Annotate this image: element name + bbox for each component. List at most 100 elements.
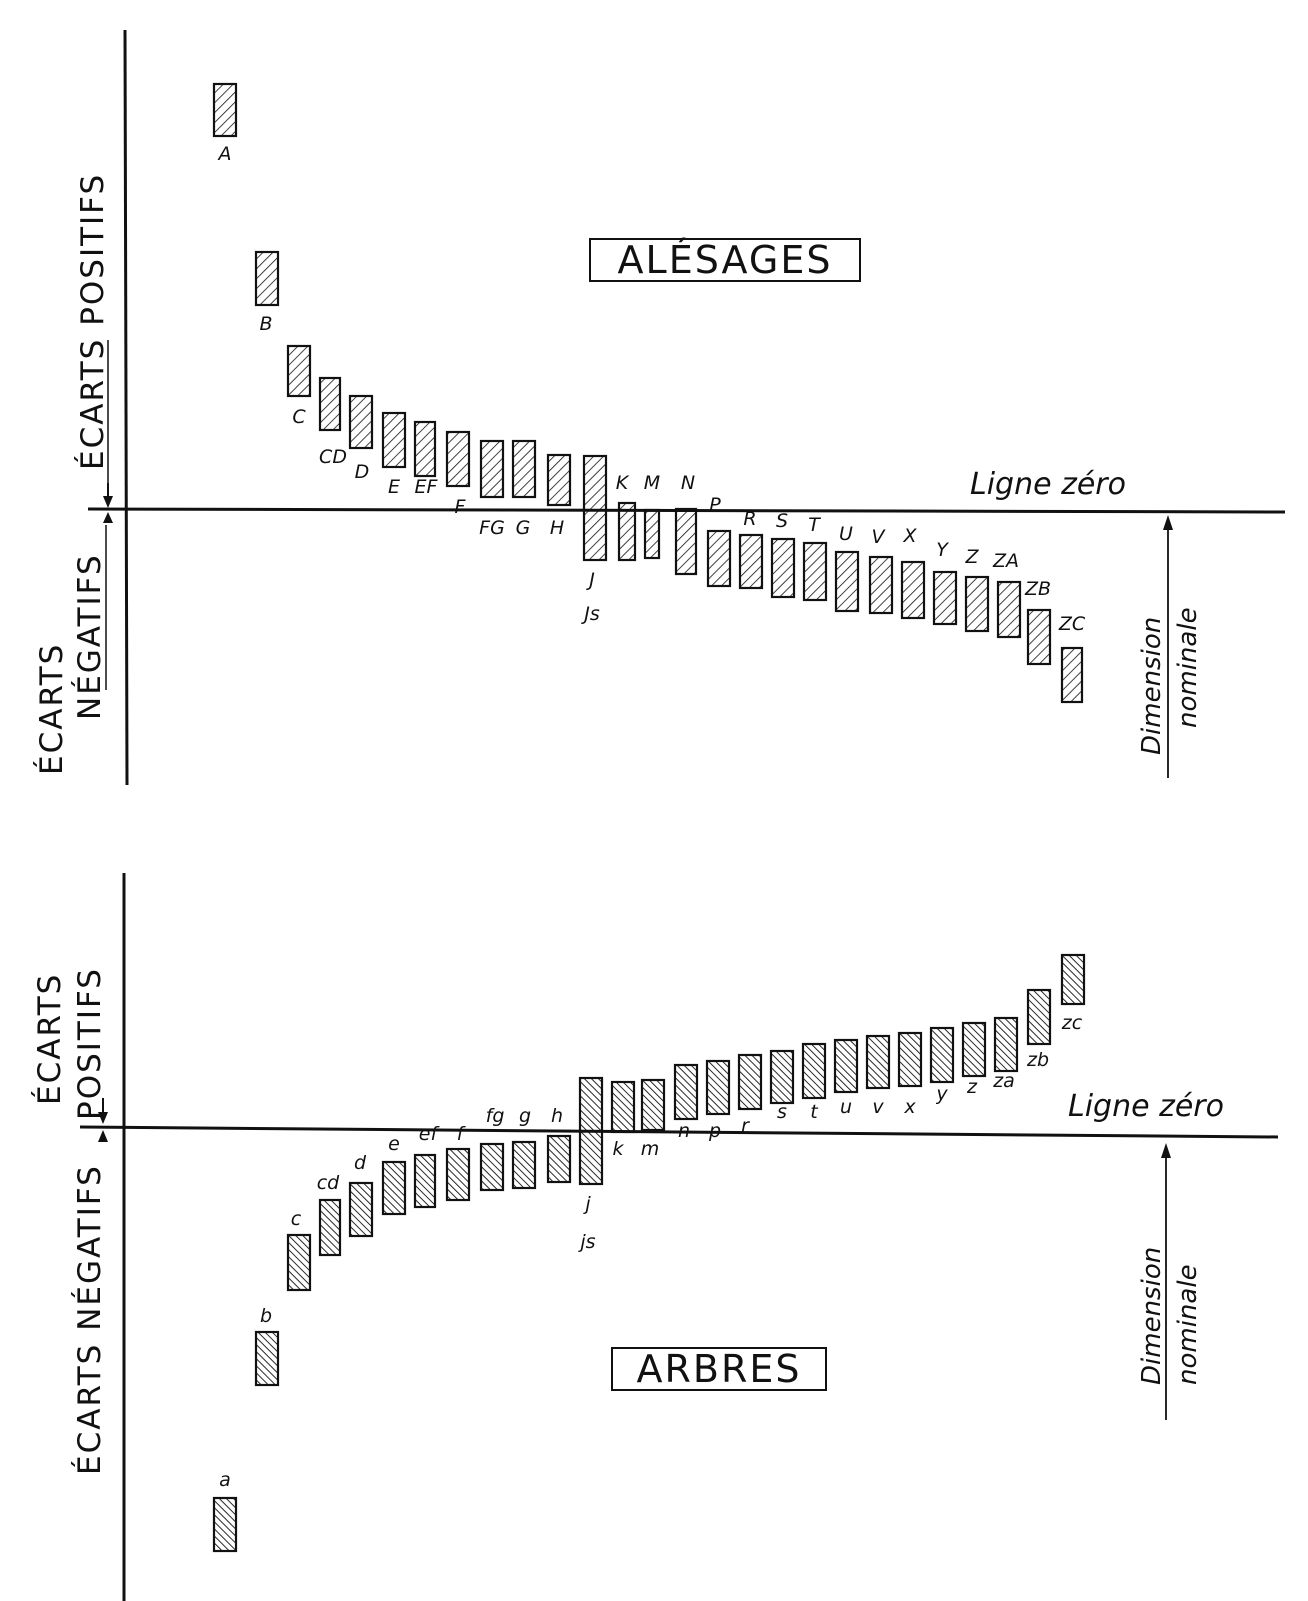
hole-bar-18 — [770, 537, 796, 599]
hole-label-y: Y — [936, 539, 949, 561]
hole-bar-15 — [674, 507, 698, 576]
hole-label-v: V — [872, 526, 887, 548]
shafts-zero-line — [79, 1125, 1279, 1139]
hole-bar-13 — [617, 501, 637, 562]
hole-label-e: E — [388, 476, 400, 498]
shaft-label-f: f — [457, 1123, 467, 1145]
hole-bar-9 — [479, 439, 505, 499]
shaft-bar-2 — [254, 1330, 280, 1387]
shaft-bar-1 — [212, 1496, 238, 1553]
shaft-bar-15 — [673, 1063, 699, 1121]
shaft-bar-21 — [865, 1034, 891, 1090]
shaft-label-ef: ef — [419, 1123, 441, 1145]
hole-label-k: K — [616, 472, 630, 494]
shaft-bar-7 — [413, 1153, 437, 1209]
shaft-label-c: c — [291, 1208, 302, 1230]
hole-label-cd: CD — [319, 446, 347, 468]
shaft-bar-20 — [833, 1038, 859, 1094]
hole-label-za: ZA — [992, 550, 1019, 572]
shaft-label-zb: zb — [1026, 1049, 1049, 1071]
hole-label-b: B — [259, 313, 272, 335]
shaft-bar-9 — [479, 1142, 505, 1192]
shaft-bar-25 — [993, 1016, 1019, 1073]
shaft-bar-6 — [381, 1160, 407, 1216]
shaft-label-v: v — [872, 1096, 884, 1118]
hole-bar-14 — [643, 508, 661, 560]
shaft-bar-26 — [1026, 988, 1052, 1046]
shaft-bar-23 — [929, 1026, 955, 1084]
shafts-zero-line-label: Ligne zéro — [1068, 1089, 1224, 1124]
hole-label-z: Z — [964, 546, 979, 568]
shafts-title-box — [611, 1347, 827, 1391]
hole-bar-24 — [964, 575, 990, 633]
shaft-bar-16 — [705, 1059, 731, 1116]
hole-label-d: D — [355, 461, 370, 483]
shaft-label-cd: cd — [317, 1172, 340, 1194]
hole-bar-12 — [582, 454, 608, 562]
shaft-label-g: g — [519, 1105, 531, 1127]
hole-label-ef: EF — [415, 476, 439, 498]
hole-label-n: N — [681, 472, 695, 494]
shaft-label-fg: fg — [486, 1105, 505, 1127]
hole-label-u: U — [839, 523, 853, 545]
holes-title: ALÉSAGES — [618, 238, 833, 282]
hole-bar-20 — [834, 550, 860, 613]
hole-bar-5 — [348, 394, 374, 450]
hole-label-a: A — [217, 143, 232, 165]
hole-bar-11 — [546, 453, 572, 507]
hole-bar-7 — [413, 420, 437, 478]
hole-bar-2 — [254, 250, 280, 307]
holes-arrow-down-head — [103, 512, 113, 523]
hole-bar-8 — [445, 430, 471, 488]
shafts-positive-label-2: POSITIFS — [72, 967, 108, 1120]
shaft-bar-13 — [610, 1080, 636, 1134]
hole-bar-3 — [286, 344, 312, 398]
shafts-arrow-down-head — [98, 1130, 108, 1142]
shafts-positive-label-1: ÉCARTS — [32, 973, 68, 1105]
hole-label-j: J — [585, 569, 595, 591]
hole-label-h: H — [550, 517, 564, 539]
hole-label-zc: ZC — [1058, 613, 1086, 635]
hole-bar-23 — [932, 570, 958, 626]
shaft-label-d: d — [354, 1152, 367, 1174]
shaft-label-z: z — [966, 1076, 978, 1098]
shaft-bar-22 — [897, 1031, 923, 1088]
shaft-label-a: a — [219, 1469, 231, 1491]
shaft-bar-18 — [769, 1049, 795, 1105]
shaft-label-j: j — [582, 1193, 591, 1215]
shaft-label-js: js — [577, 1231, 595, 1253]
shafts-dimension-arrow-head — [1161, 1143, 1171, 1158]
hole-bar-1 — [212, 82, 238, 138]
holes-negative-label-1: ÉCARTS — [34, 643, 70, 775]
shaft-label-r: r — [741, 1115, 750, 1137]
shaft-label-x: x — [903, 1096, 916, 1118]
hole-label-g: G — [516, 517, 531, 539]
shaft-label-p: p — [708, 1120, 721, 1142]
hole-label-s: S — [776, 510, 788, 532]
holes-negative-label-2: NÉGATIFS — [72, 553, 108, 720]
holes-arrow-up-head — [103, 496, 113, 508]
shafts-dimension-label-1: Dimension — [1137, 1247, 1167, 1385]
shafts-negative-label: ÉCARTS NÉGATIFS — [72, 1164, 108, 1475]
shaft-label-m: m — [641, 1138, 660, 1160]
hole-bar-4 — [318, 376, 342, 432]
shaft-bar-10 — [511, 1140, 537, 1190]
hole-label-r: R — [743, 508, 756, 530]
shaft-bar-14 — [640, 1078, 666, 1132]
holes-dimension-label-1: Dimension — [1137, 617, 1167, 755]
shaft-bar-27 — [1060, 953, 1086, 1006]
hole-label-zb: ZB — [1024, 578, 1051, 600]
hole-bar-21 — [868, 555, 894, 615]
holes-vertical-axis — [123, 29, 129, 786]
shaft-label-b: b — [260, 1305, 272, 1327]
shaft-bar-3 — [286, 1233, 312, 1292]
shaft-label-k: k — [612, 1138, 624, 1160]
hole-bar-16 — [706, 529, 732, 588]
hole-bar-19 — [802, 541, 828, 602]
hole-bar-6 — [381, 411, 407, 469]
hole-bar-25 — [996, 580, 1022, 639]
shaft-label-h: h — [551, 1105, 563, 1127]
